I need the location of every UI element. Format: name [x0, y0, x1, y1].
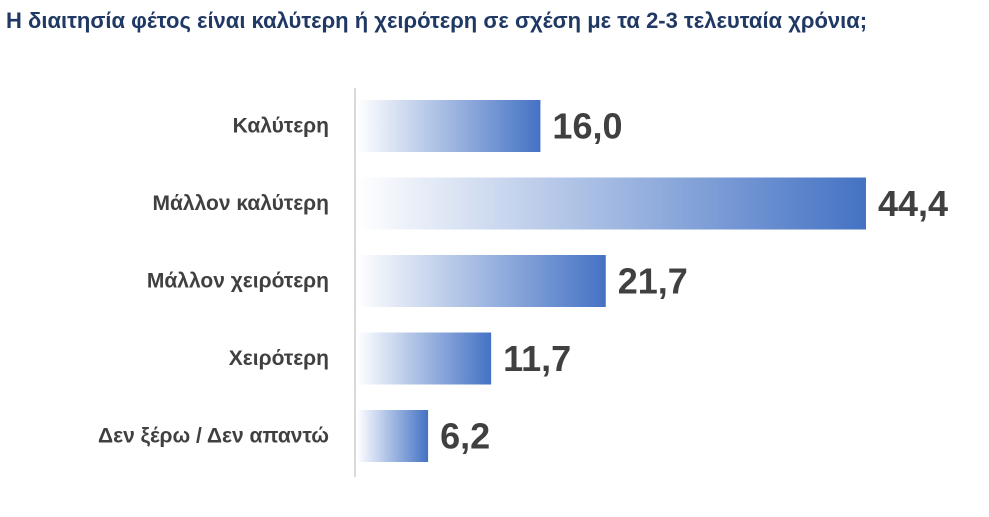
category-label: Δεν ξέρω / Δεν απαντώ [98, 425, 329, 448]
value-label: 44,4 [878, 183, 948, 224]
bar [357, 100, 541, 152]
category-label: Μάλλον καλύτερη [152, 192, 329, 215]
value-label: 21,7 [618, 261, 688, 302]
category-label: Καλύτερη [233, 115, 329, 138]
value-label: 6,2 [440, 416, 490, 457]
bar [357, 177, 866, 230]
category-label: Χειρότερη [229, 347, 329, 370]
category-label: Μάλλον χειρότερη [147, 270, 329, 293]
bar [357, 410, 429, 462]
bar [357, 255, 606, 307]
chart-title: Η διαιτησία φέτος είναι καλύτερη ή χειρό… [6, 8, 868, 33]
value-label: 16,0 [552, 106, 622, 147]
value-label: 11,7 [503, 338, 571, 379]
bar [357, 332, 492, 385]
